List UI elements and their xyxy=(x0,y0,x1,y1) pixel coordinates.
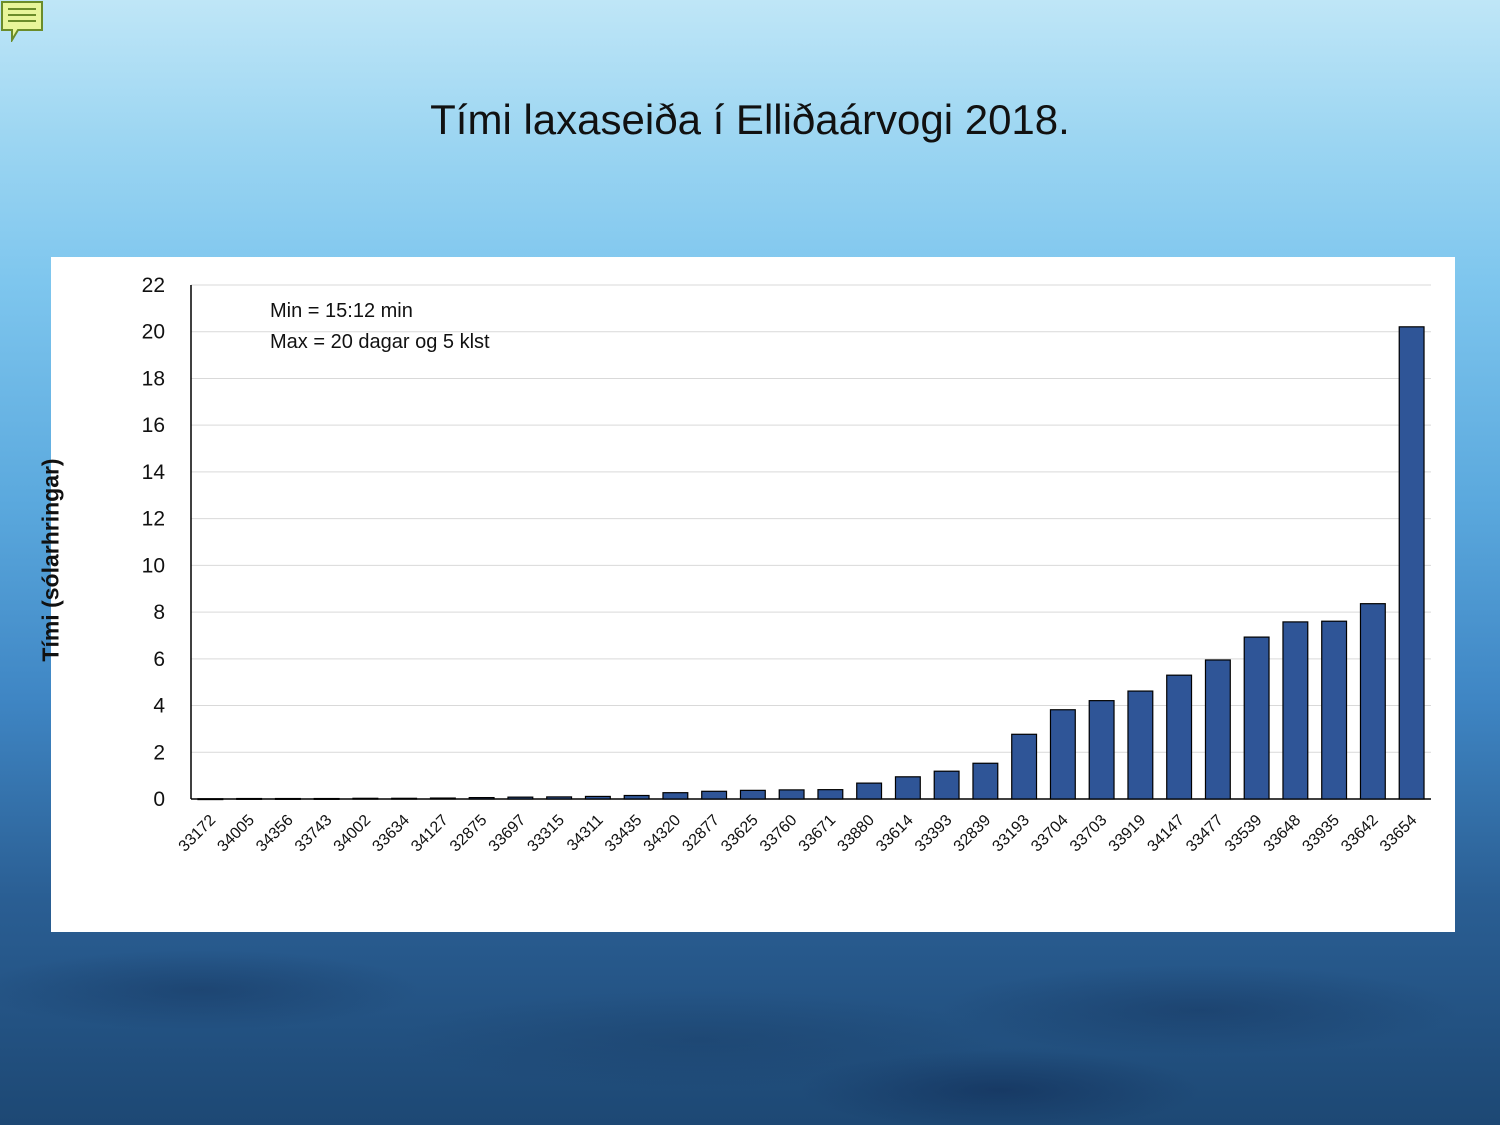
x-tick-label: 34320 xyxy=(641,812,685,856)
x-tick-label: 33435 xyxy=(602,812,646,856)
x-tick-label: 33477 xyxy=(1183,812,1227,856)
x-tick-label: 34147 xyxy=(1144,812,1188,856)
y-tick-label: 22 xyxy=(142,274,165,297)
x-tick-label: 33634 xyxy=(369,812,413,856)
slide-title: Tími laxaseiða í Elliðaárvogi 2018. xyxy=(430,96,1070,143)
bar xyxy=(1166,674,1193,800)
bar-chart: 0246810121416182022331723400534356337433… xyxy=(142,274,1431,856)
bar xyxy=(662,792,689,800)
x-tick-label: 33697 xyxy=(486,812,530,856)
bar xyxy=(1127,690,1154,800)
x-tick-label: 33919 xyxy=(1106,812,1150,856)
x-tick-label: 33703 xyxy=(1067,812,1111,856)
bar xyxy=(1398,326,1425,800)
bar xyxy=(1321,620,1348,800)
y-tick-label: 8 xyxy=(153,601,165,624)
bar xyxy=(701,790,728,800)
y-tick-label: 16 xyxy=(142,414,165,437)
x-tick-label: 33743 xyxy=(292,812,336,856)
x-tick-label: 32875 xyxy=(447,812,491,856)
x-tick-label: 33193 xyxy=(989,812,1033,856)
annotation-max: Max = 20 dagar og 5 klst xyxy=(270,331,490,353)
bar xyxy=(1204,659,1231,800)
x-tick-label: 34311 xyxy=(564,812,607,855)
bar xyxy=(894,776,921,800)
background-texture xyxy=(0,900,1500,1125)
x-tick-label: 33614 xyxy=(873,812,917,856)
x-tick-label: 33539 xyxy=(1222,812,1266,856)
bar xyxy=(352,797,379,800)
chart-panel: 0 2 4 6 8 10 12 14 16 18 20 22 33172 34005 34356 33743 3… xyxy=(51,257,1455,932)
y-tick-label: 0 xyxy=(153,788,165,811)
y-tick-label: 2 xyxy=(153,741,165,764)
x-tick-label: 33671 xyxy=(796,812,840,856)
x-tick-label: 34005 xyxy=(214,812,258,856)
y-tick-label: 10 xyxy=(142,554,165,577)
x-tick-label: 33935 xyxy=(1299,812,1343,856)
annotation-min: Min = 15:12 min xyxy=(270,300,413,322)
y-tick-label: 18 xyxy=(142,367,165,390)
y-tick-label: 6 xyxy=(153,648,165,671)
bar xyxy=(274,797,301,800)
bar xyxy=(468,796,495,800)
bar xyxy=(739,789,766,800)
y-tick-label: 4 xyxy=(153,695,165,718)
y-axis-label: Tími (sólarhringar) xyxy=(37,458,64,662)
bar xyxy=(391,797,418,800)
x-tick-label: 33704 xyxy=(1028,812,1072,856)
speech-note-icon[interactable] xyxy=(0,0,44,44)
x-tick-label: 32877 xyxy=(679,812,723,856)
bar xyxy=(313,797,340,800)
bar xyxy=(856,782,883,800)
x-tick-label: 33654 xyxy=(1377,812,1421,856)
bar xyxy=(236,797,263,800)
x-tick-label: 33642 xyxy=(1338,812,1382,856)
bar xyxy=(584,795,611,800)
bar xyxy=(933,770,960,800)
x-tick-label: 33625 xyxy=(718,812,762,856)
x-tick-label: 32839 xyxy=(951,812,995,856)
x-tick-label: 33648 xyxy=(1261,812,1305,856)
x-tick-label: 33315 xyxy=(524,812,568,856)
x-tick-label: 33172 xyxy=(176,812,220,856)
bar xyxy=(817,789,844,800)
bar xyxy=(507,796,534,800)
bar xyxy=(429,797,456,800)
bar xyxy=(623,794,650,800)
bar xyxy=(546,796,573,800)
x-tick-label: 33393 xyxy=(912,812,956,856)
bar xyxy=(1049,709,1076,800)
y-tick-label: 12 xyxy=(142,508,165,531)
y-tick-label: 20 xyxy=(142,321,165,344)
bar xyxy=(197,798,224,801)
bar xyxy=(778,789,805,800)
bar xyxy=(1359,603,1386,800)
y-tick-label: 14 xyxy=(142,461,166,484)
bar xyxy=(1243,636,1270,800)
x-tick-label: 33880 xyxy=(834,812,878,856)
bar xyxy=(1011,733,1038,800)
bar xyxy=(1282,621,1309,800)
x-tick-label: 34127 xyxy=(408,812,452,856)
x-tick-label: 33760 xyxy=(757,812,801,856)
x-tick-label: 34002 xyxy=(331,812,375,856)
bar xyxy=(972,762,999,800)
bar xyxy=(1088,700,1115,800)
x-tick-label: 34356 xyxy=(253,812,297,856)
